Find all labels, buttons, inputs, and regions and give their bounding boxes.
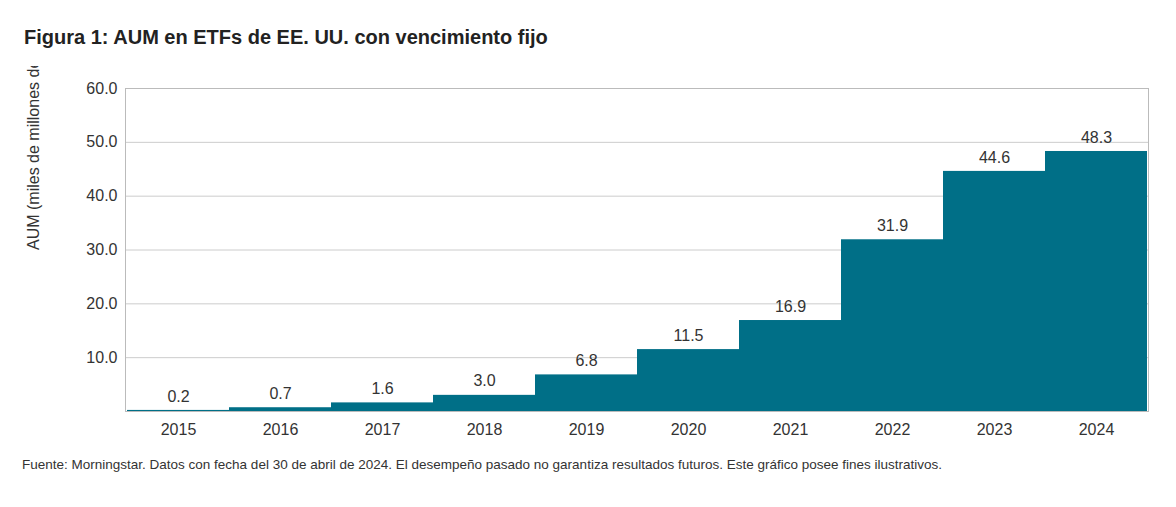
svg-text:2019: 2019 (569, 421, 605, 438)
svg-text:60.0: 60.0 (86, 80, 117, 97)
svg-text:48.3: 48.3 (1081, 129, 1112, 146)
svg-text:2023: 2023 (977, 421, 1013, 438)
svg-text:44.6: 44.6 (979, 149, 1010, 166)
svg-text:0.7: 0.7 (269, 385, 291, 402)
svg-text:2020: 2020 (671, 421, 707, 438)
svg-text:3.0: 3.0 (473, 372, 495, 389)
svg-text:20.0: 20.0 (86, 295, 117, 312)
svg-text:2018: 2018 (467, 421, 503, 438)
html-text:Fuente: Morningstar. Datos con: Fuente: Morningstar. Datos con fecha del… (22, 457, 943, 472)
svg-text:50.0: 50.0 (86, 133, 117, 150)
svg-text:2016: 2016 (263, 421, 299, 438)
svg-text:16.9: 16.9 (775, 298, 806, 315)
html-text:Figura 1: AUM en ETFs de EE. U: Figura 1: AUM en ETFs de EE. UU. con ven… (24, 26, 548, 48)
svg-text:1.6: 1.6 (371, 380, 393, 397)
svg-text:30.0: 30.0 (86, 241, 117, 258)
svg-text:40.0: 40.0 (86, 187, 117, 204)
svg-text:2022: 2022 (875, 421, 911, 438)
svg-text:11.5: 11.5 (674, 327, 704, 344)
svg-text:2015: 2015 (161, 421, 197, 438)
svg-text:31.9: 31.9 (877, 217, 908, 234)
svg-text:2021: 2021 (773, 421, 809, 438)
svg-text:0.2: 0.2 (167, 388, 189, 405)
svg-text:6.8: 6.8 (575, 352, 597, 369)
svg-text:2024: 2024 (1079, 421, 1115, 438)
svg-text:2017: 2017 (365, 421, 401, 438)
svg-text:10.0: 10.0 (86, 349, 117, 366)
svg-text:AUM (miles de millones de dóla: AUM (miles de millones de dólares) (25, 66, 42, 250)
